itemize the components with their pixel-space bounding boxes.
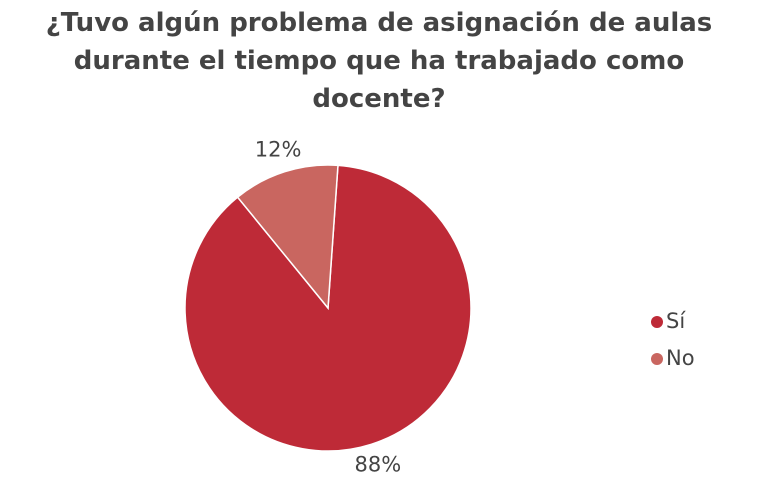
data-label: 88% bbox=[355, 452, 402, 476]
pie-slice bbox=[236, 164, 339, 310]
legend-label: Sí bbox=[666, 309, 686, 333]
data-label: 12% bbox=[255, 138, 302, 162]
legend-label: No bbox=[666, 346, 695, 370]
chart-title: ¿Tuvo algún problema de asignación de au… bbox=[45, 8, 713, 114]
legend-marker bbox=[651, 316, 663, 328]
legend-marker bbox=[651, 353, 663, 365]
